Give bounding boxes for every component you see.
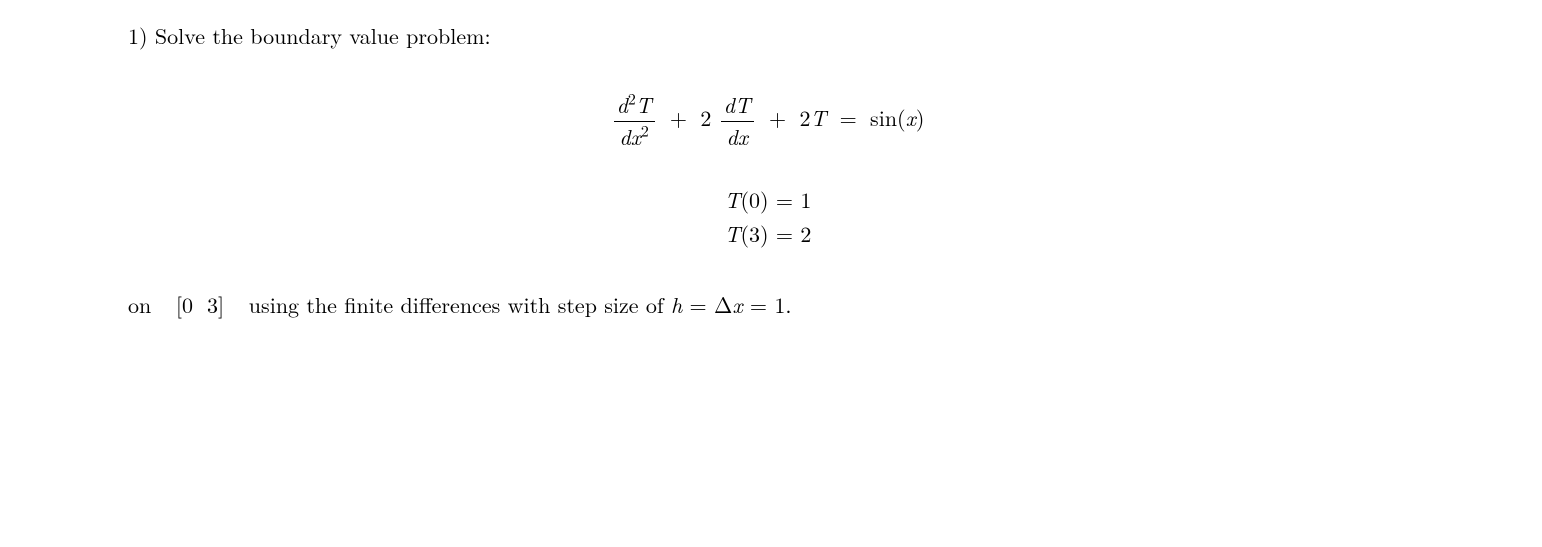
bc-2: T(3) = 2 <box>725 217 812 251</box>
frac-den: dx <box>721 122 754 152</box>
interval: [03] <box>176 289 224 320</box>
coefficient-2: 2 <box>700 102 711 133</box>
on-text: on <box>128 289 151 320</box>
rhs-sinx: sin(x) <box>870 102 924 133</box>
boundary-conditions: T(0) = 1 T(3) = 2 <box>128 183 1408 251</box>
term-2T: 2T <box>799 102 826 133</box>
equals-operator: = <box>834 102 863 133</box>
bc-1: T(0) = 1 <box>725 183 812 217</box>
frac-den: dx2 <box>614 122 655 152</box>
problem-number: 1) <box>128 20 148 51</box>
plus-operator: + <box>664 102 693 133</box>
step-text: using the finite differences with step s… <box>249 289 792 320</box>
ode-equation: d2T dx2 + 2 dT dx + 2T = sin(x) <box>128 91 1408 151</box>
second-derivative-fraction: d2T dx2 <box>614 91 655 151</box>
problem-prompt: Solve the boundary value problem: <box>155 20 491 51</box>
domain-step-line: on [03] using the finite differences wit… <box>128 289 1408 320</box>
problem-statement: 1) Solve the boundary value problem: <box>128 20 1408 51</box>
frac-num: d2T <box>614 91 655 122</box>
first-derivative-fraction: dT dx <box>721 91 754 151</box>
problem-container: 1) Solve the boundary value problem: d2T… <box>128 20 1408 320</box>
frac-num: dT <box>721 91 754 122</box>
plus-operator: + <box>763 102 792 133</box>
